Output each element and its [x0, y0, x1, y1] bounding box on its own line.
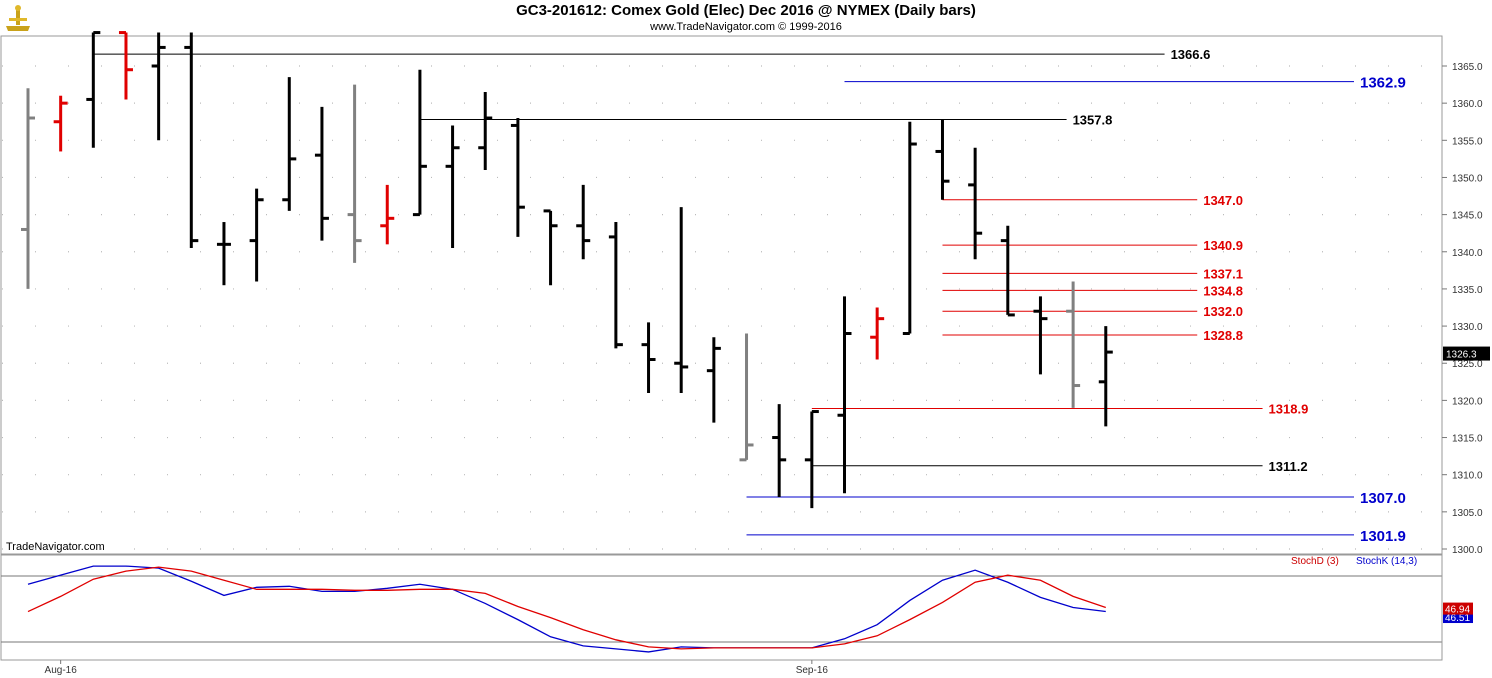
x-tick-label: Sep-16 — [796, 665, 829, 676]
y-tick-label: 1345.0 — [1452, 211, 1483, 222]
ohlc-bar — [118, 31, 133, 100]
chart-subtitle: www.TradeNavigator.com © 1999-2016 — [650, 21, 842, 33]
ohlc-bar — [380, 184, 395, 245]
level-label: 1332.0 — [1203, 304, 1243, 319]
ohlc-bar — [706, 337, 721, 423]
stoch-d-line — [27, 566, 1106, 650]
y-tick-label: 1350.0 — [1452, 173, 1483, 184]
tradenavigator-logo-icon — [4, 4, 32, 34]
ohlc-bar — [510, 118, 525, 237]
y-tick-label: 1365.0 — [1452, 62, 1483, 73]
level-label: 1357.8 — [1073, 113, 1113, 128]
ohlc-bar — [347, 84, 362, 263]
y-tick-label: 1335.0 — [1452, 285, 1483, 296]
x-tick-label: Aug-16 — [45, 665, 78, 676]
ohlc-bar — [1000, 225, 1015, 317]
y-tick-label: 1305.0 — [1452, 508, 1483, 519]
stoch-d-value-label: 46.94 — [1445, 605, 1470, 616]
ohlc-bar — [184, 32, 199, 249]
level-label: 1301.9 — [1360, 528, 1406, 545]
level-label: 1328.8 — [1203, 328, 1243, 343]
ohlc-bar — [739, 333, 754, 462]
ohlc-bar — [86, 31, 101, 148]
y-tick-label: 1325.0 — [1452, 359, 1483, 370]
legend-stoch-d: StochD (3) — [1291, 556, 1339, 567]
ohlc-bar — [608, 222, 623, 349]
ohlc-bar — [870, 307, 885, 360]
ohlc-bar — [21, 88, 35, 289]
level-label: 1318.9 — [1269, 402, 1309, 417]
level-label: 1311.2 — [1269, 459, 1308, 474]
ohlc-bar — [1033, 296, 1048, 375]
y-tick-label: 1360.0 — [1452, 99, 1483, 110]
ohlc-bar — [216, 222, 231, 286]
y-tick-label: 1310.0 — [1452, 471, 1483, 482]
ohlc-bar — [53, 95, 68, 152]
level-label: 1334.8 — [1203, 283, 1243, 298]
y-tick-label: 1355.0 — [1452, 136, 1483, 147]
y-tick-label: 1315.0 — [1452, 434, 1483, 445]
ohlc-bar — [804, 410, 819, 509]
legend-stoch-k: StochK (14,3) — [1356, 556, 1418, 567]
level-label: 1337.1 — [1203, 266, 1243, 281]
ohlc-bar — [412, 69, 427, 217]
y-tick-label: 1340.0 — [1452, 248, 1483, 259]
ohlc-bar — [1066, 281, 1081, 408]
level-label: 1362.9 — [1360, 75, 1406, 92]
stoch-d-value-box — [1443, 602, 1473, 615]
y-tick-label: 1330.0 — [1452, 322, 1483, 333]
y-tick-label: 1320.0 — [1452, 396, 1483, 407]
ohlc-bar — [282, 77, 297, 211]
stoch-panel — [0, 554, 1443, 661]
ohlc-bar — [902, 121, 917, 336]
ohlc-bar — [935, 119, 950, 200]
ohlc-bar — [249, 188, 264, 282]
ohlc-bar — [968, 147, 983, 260]
stoch-k-value-label: 46.51 — [1445, 613, 1470, 624]
chart-title: GC3-201612: Comex Gold (Elec) Dec 2016 @… — [516, 2, 976, 19]
level-label: 1347.0 — [1203, 193, 1243, 208]
ohlc-bar — [151, 32, 166, 141]
ohlc-bar — [837, 296, 852, 494]
stoch-k-line — [27, 565, 1106, 653]
y-tick-label: 1300.0 — [1452, 545, 1483, 556]
ohlc-bar — [674, 207, 689, 393]
last-price-box — [1443, 346, 1490, 361]
level-label: 1366.6 — [1171, 47, 1211, 62]
ohlc-bar — [772, 404, 787, 497]
ohlc-bar — [445, 125, 460, 249]
ohlc-bar — [576, 184, 591, 260]
level-label: 1307.0 — [1360, 490, 1406, 507]
ohlc-bar — [543, 209, 558, 286]
ohlc-bar — [314, 106, 329, 241]
ohlc-bar — [478, 92, 493, 171]
ohlc-bar — [641, 322, 656, 393]
level-label: 1340.9 — [1203, 238, 1243, 253]
last-price-label: 1326.3 — [1446, 350, 1477, 361]
ohlc-bar — [1098, 326, 1113, 427]
watermark-text: TradeNavigator.com — [6, 541, 105, 553]
